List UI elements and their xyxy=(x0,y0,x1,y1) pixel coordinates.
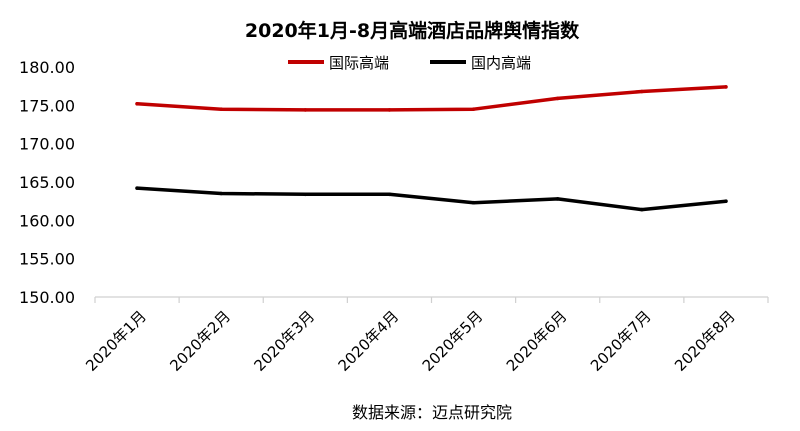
data-point xyxy=(471,200,476,205)
data-point xyxy=(471,107,476,111)
x-tick-label: 2020年5月 xyxy=(419,307,487,375)
source-note: 数据来源：迈点研究院 xyxy=(352,403,512,422)
data-point xyxy=(303,192,308,197)
data-point xyxy=(135,186,139,190)
data-point xyxy=(724,85,728,89)
y-tick-label: 165.00 xyxy=(19,173,75,192)
y-axis-ticks: 150.00 155.00 160.00 165.00 170.00 175.00 180.… xyxy=(19,58,75,307)
x-tick-label: 2020年6月 xyxy=(503,307,571,375)
y-tick-label: 180.00 xyxy=(19,58,75,77)
data-point xyxy=(640,89,644,94)
data-point xyxy=(555,197,560,201)
x-tick-label: 2020年3月 xyxy=(250,307,318,375)
x-tick-label: 2020年8月 xyxy=(671,307,739,375)
y-tick-label: 170.00 xyxy=(19,135,75,154)
data-point xyxy=(219,107,223,111)
series-line-2 xyxy=(135,186,728,212)
x-tick-label: 2020年1月 xyxy=(82,307,150,375)
y-tick-label: 175.00 xyxy=(19,96,75,115)
data-point xyxy=(387,108,392,112)
data-point xyxy=(387,192,392,197)
data-point xyxy=(555,96,560,101)
y-tick-label: 150.00 xyxy=(19,288,75,307)
y-tick-label: 155.00 xyxy=(19,250,75,269)
series-line-1 xyxy=(135,85,728,112)
legend-label-series-1: 国际高端 xyxy=(329,54,389,72)
data-point xyxy=(219,191,223,196)
series-layer xyxy=(135,85,728,212)
y-tick-label: 160.00 xyxy=(19,211,75,230)
legend: 国际高端 国内高端 xyxy=(288,54,531,72)
data-point xyxy=(135,102,139,106)
x-axis-ticks: 2020年1月 2020年2月 2020年3月 2020年4月 2020年5月 2020年… xyxy=(82,297,769,375)
data-point xyxy=(724,199,728,203)
data-point xyxy=(640,207,644,212)
x-tick-label: 2020年2月 xyxy=(166,307,234,375)
x-tick-label: 2020年7月 xyxy=(587,307,655,375)
legend-label-series-2: 国内高端 xyxy=(471,54,531,72)
chart-title: 2020年1月-8月高端酒店品牌舆情指数 xyxy=(245,19,580,42)
x-tick-label: 2020年4月 xyxy=(335,307,403,375)
data-point xyxy=(303,108,308,112)
